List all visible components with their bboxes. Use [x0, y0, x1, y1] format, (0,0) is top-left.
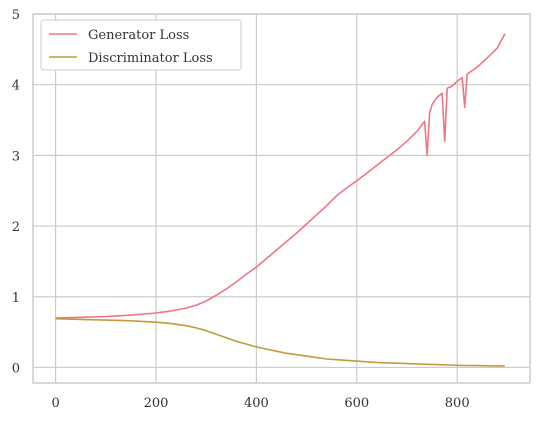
- y-tick-label: 2: [12, 220, 20, 235]
- x-tick-label: 0: [51, 396, 59, 411]
- tick-labels: 0 200 400 600 800 0 1 2 3 4 5: [12, 8, 470, 411]
- x-tick-label: 800: [445, 396, 470, 411]
- y-tick-label: 1: [12, 291, 20, 306]
- y-tick-label: 3: [12, 149, 20, 164]
- y-tick-label: 4: [12, 79, 20, 94]
- generator-loss-line: [55, 33, 506, 319]
- plot-frame: [32, 13, 531, 384]
- legend-label: Discriminator Loss: [88, 51, 213, 66]
- legend-box: [40, 19, 242, 71]
- y-tick-label: 5: [12, 8, 20, 23]
- series-layer: [55, 33, 506, 367]
- x-tick-label: 400: [244, 396, 269, 411]
- discriminator-loss-line: [55, 317, 505, 367]
- legend: Generator Loss Discriminator Loss: [40, 19, 242, 71]
- legend-label: Generator Loss: [88, 28, 189, 43]
- x-tick-label: 600: [344, 396, 369, 411]
- plot-area: [33, 14, 530, 383]
- y-tick-label: 0: [12, 361, 20, 376]
- x-tick-label: 200: [144, 396, 169, 411]
